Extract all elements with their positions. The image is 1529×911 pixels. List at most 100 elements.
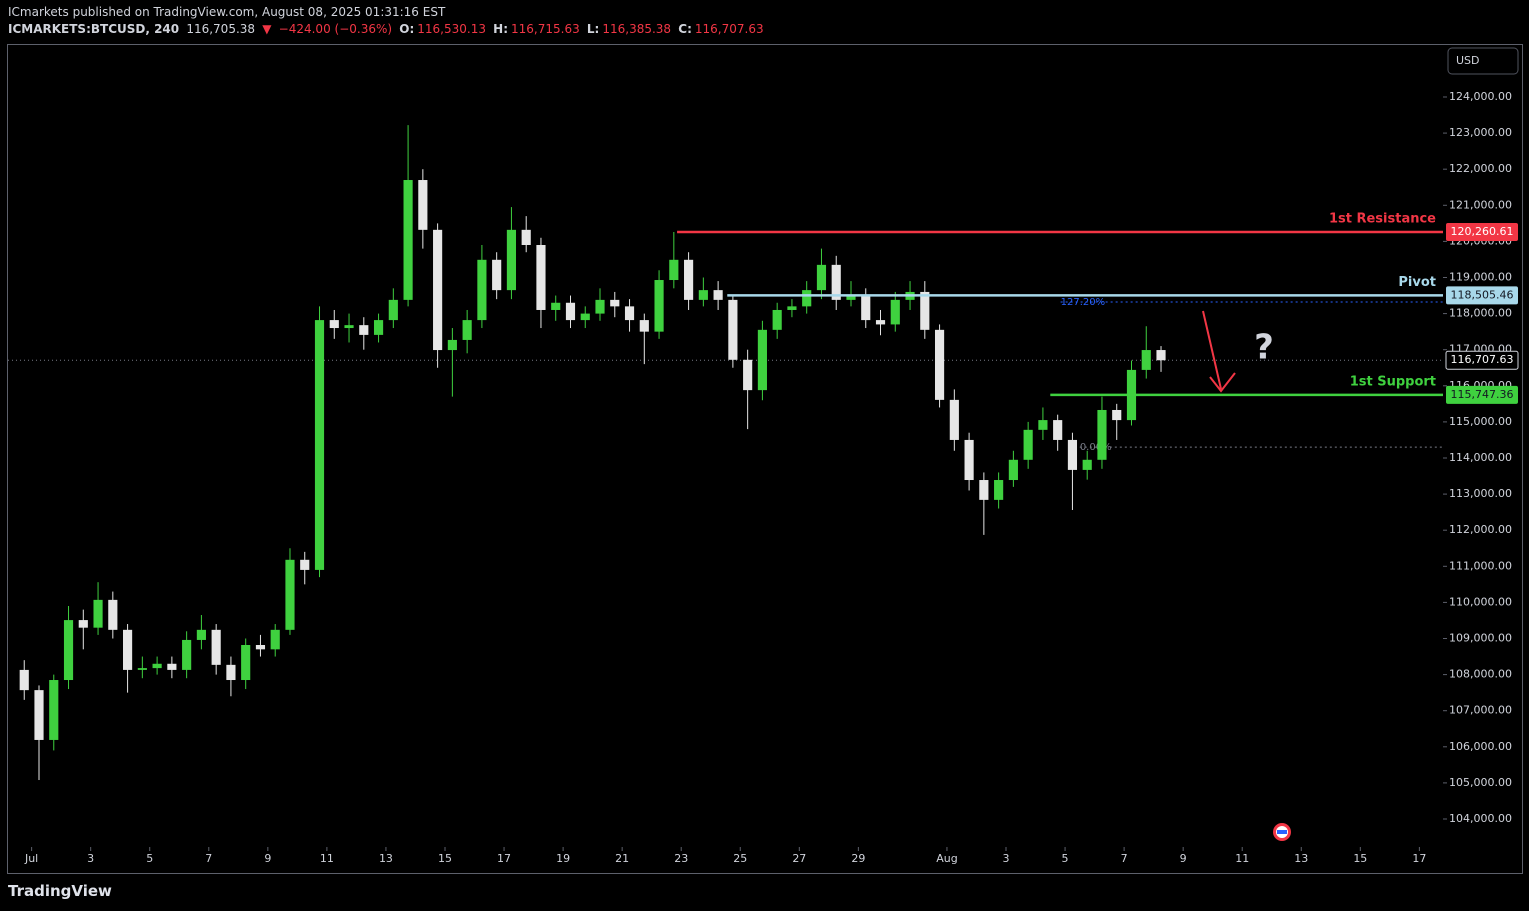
x-tick-label: 13 [379,852,393,865]
candle-body [270,629,280,650]
currency-button[interactable] [1447,47,1519,75]
last-price-label: 116,707.63 [1451,353,1514,366]
arrow: ▼ [262,22,272,36]
low-label: L: [586,22,600,36]
candle-body [433,229,443,351]
y-tick-label: 112,000.00 [1449,523,1512,536]
level-price-label: 120,260.61 [1451,225,1514,238]
x-tick-label: 13 [1294,852,1308,865]
candle-body [241,645,251,681]
plot-layer: 127.20% 0.00% [8,125,1443,781]
y-tick-label: 104,000.00 [1449,812,1512,825]
candle-body [373,320,384,335]
candle-body [1156,350,1166,361]
candle-body [610,299,620,307]
candle-body [536,245,546,310]
candle-body [344,325,354,329]
candle-body [182,639,192,670]
candle-body [595,299,605,314]
level-name: 1st Resistance [1329,211,1436,226]
level-price-tag [1446,385,1518,404]
candle-body [1023,429,1033,460]
open-label: O: [399,22,415,36]
candle-body [137,668,147,670]
candle-body [1097,409,1107,460]
candle-body [285,559,295,630]
candle-body [167,663,177,670]
forecast-arrow-head [1209,372,1236,393]
candle-body [152,663,162,669]
y-tick-label: 105,000.00 [1449,776,1512,789]
candle-body [1038,420,1048,430]
x-tick-label: 5 [146,852,153,865]
candle-body [521,229,531,245]
currency-label[interactable]: USD [1456,54,1480,67]
y-tick-label: 121,000.00 [1449,198,1512,211]
chart-frame [7,44,1523,874]
y-tick-label: 106,000.00 [1449,740,1512,753]
candle-body [34,690,44,740]
candle-body [861,295,871,321]
last-price-tag [1445,350,1519,370]
question-mark: ? [1254,328,1274,368]
candle-body [211,629,221,665]
candle-body [447,339,457,351]
y-tick-label: 118,000.00 [1449,307,1512,320]
candle-body [19,669,29,691]
y-tick-label: 123,000.00 [1449,126,1512,139]
level-name: 1st Support [1350,374,1436,389]
candle-body [403,180,413,300]
y-tick-label: 107,000.00 [1449,704,1512,717]
candle-body [63,620,74,681]
candle-body [1067,439,1078,470]
candle-body [418,180,428,230]
candle-body [787,306,797,310]
candle-body [314,320,325,570]
candle-body [580,313,590,321]
candle-body [49,680,59,740]
candle-body [772,309,782,330]
candle-body [565,302,576,321]
y-tick-label: 114,000.00 [1449,451,1512,464]
event-icon-flag [1277,830,1287,834]
candle-body [802,290,812,307]
candle-body [255,645,266,650]
candle-body [93,599,103,628]
x-tick-label: Aug [936,852,957,865]
x-tick-label: 11 [1235,852,1249,865]
y-tick-label: 122,000.00 [1449,162,1512,175]
candle-body [816,264,827,291]
candle-body [757,329,767,391]
y-tick-label: 110,000.00 [1449,595,1512,608]
forecast-arrow [1202,310,1222,390]
y-tick-label: 124,000.00 [1449,90,1512,103]
candle-body [979,480,989,500]
x-tick-label: 21 [615,852,629,865]
high-value: 116,715.63 [511,22,580,36]
x-tick-label: 3 [87,852,94,865]
candle-body [728,299,738,360]
publish-info: ICmarkets published on TradingView.com, … [8,5,446,19]
candle-body [226,664,236,681]
candle-body [743,359,753,391]
x-tick-label: 29 [851,852,865,865]
candle-body [654,280,664,332]
candle-body [551,302,561,310]
candle-body [1082,459,1092,470]
x-tick-label: 27 [792,852,806,865]
low-value: 116,385.38 [602,22,672,36]
candle-body [890,299,900,325]
candle-body [462,320,472,340]
candle-body [1008,459,1018,481]
level-price-tag [1446,222,1518,241]
candle-body [669,259,679,281]
candle-body [300,559,310,570]
candle-body [639,320,649,332]
x-tick-label: 9 [264,852,271,865]
fib-label: 127.20% [1061,297,1106,308]
x-tick-label: 23 [674,852,688,865]
candle-body [684,259,694,300]
candle-body [477,259,487,321]
fib-label: 0.00% [1080,442,1112,453]
x-tick-label: 25 [733,852,747,865]
